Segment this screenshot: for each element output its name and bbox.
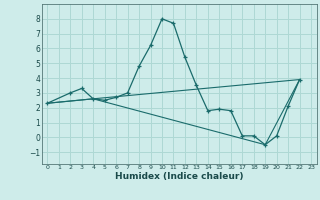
- X-axis label: Humidex (Indice chaleur): Humidex (Indice chaleur): [115, 172, 244, 181]
